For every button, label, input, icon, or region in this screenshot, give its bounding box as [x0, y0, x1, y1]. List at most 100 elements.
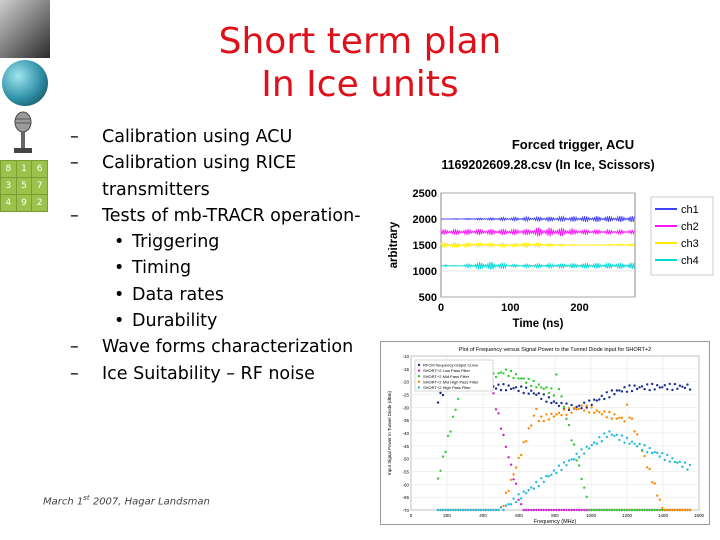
- data-point: [550, 401, 553, 405]
- data-point: [613, 393, 616, 396]
- data-point: [494, 387, 498, 390]
- data-point: [565, 464, 568, 467]
- legend-box: [414, 359, 494, 392]
- y-tick-label: 2000: [413, 214, 437, 226]
- y-tick-label: -70: [402, 508, 409, 513]
- data-point: [638, 442, 641, 446]
- data-point: [593, 398, 596, 401]
- data-point: [651, 382, 654, 386]
- data-point: [560, 508, 563, 512]
- data-point: [520, 385, 523, 388]
- data-point: [653, 482, 656, 485]
- data-point: [610, 433, 614, 436]
- data-point: [509, 369, 513, 373]
- data-point: [507, 384, 510, 387]
- data-point: [570, 411, 573, 414]
- data-point: [600, 394, 603, 398]
- x-tick-label: 800: [551, 513, 559, 518]
- data-point: [507, 503, 510, 506]
- data-point: [436, 508, 440, 512]
- data-point: [492, 508, 495, 512]
- data-point: [502, 383, 505, 386]
- y-tick-label: 2500: [413, 188, 437, 200]
- data-point: [615, 433, 619, 436]
- data-point: [517, 493, 520, 496]
- data-point: [467, 508, 470, 512]
- data-point: [532, 508, 535, 512]
- y-tick-label: -55: [402, 470, 409, 475]
- data-point: [663, 458, 666, 462]
- bullet-item: – Calibration using ACU: [70, 124, 380, 150]
- data-point: [512, 473, 515, 476]
- data-point: [648, 467, 651, 471]
- data-point: [545, 508, 548, 512]
- bullet-item: • Durability: [70, 308, 380, 334]
- data-point: [444, 450, 447, 454]
- y-tick-label: -40: [402, 431, 409, 436]
- data-point: [683, 386, 687, 390]
- data-point: [550, 387, 553, 390]
- data-point: [525, 440, 528, 443]
- data-point: [502, 372, 505, 375]
- data-point: [588, 411, 591, 414]
- data-point: [603, 410, 606, 413]
- data-point: [522, 391, 525, 395]
- data-point: [678, 460, 682, 463]
- data-point: [504, 389, 508, 392]
- data-point: [618, 438, 621, 442]
- data-point: [686, 383, 689, 386]
- data-point: [595, 508, 598, 512]
- data-point: [550, 508, 553, 512]
- data-point: [643, 454, 646, 458]
- data-point: [572, 443, 576, 446]
- data-point: [608, 430, 611, 433]
- data-point: [676, 508, 679, 512]
- data-point: [633, 384, 636, 387]
- y-tick-label: -10: [402, 354, 409, 359]
- data-point: [565, 508, 568, 512]
- frequency-power-chart: Plot of Frequency versus Signal Power to…: [380, 341, 710, 525]
- data-point: [517, 377, 520, 380]
- data-point: [547, 396, 551, 399]
- data-point: [625, 508, 629, 512]
- data-point: [555, 508, 558, 512]
- bullet-dot-icon: •: [114, 284, 125, 305]
- data-point: [492, 392, 495, 395]
- data-point: [550, 473, 553, 476]
- data-point: [567, 423, 571, 427]
- data-point: [542, 508, 545, 512]
- data-point: [640, 448, 644, 452]
- data-point: [610, 417, 614, 420]
- bullet-dot-icon: •: [114, 258, 125, 279]
- data-point: [593, 441, 596, 444]
- bullet-item: – Calibration using RICE transmitters: [70, 150, 380, 203]
- data-point: [577, 508, 581, 512]
- data-point: [499, 506, 503, 509]
- chart1-subtitle: 1169202609.28.csv (In Ice, Scissors): [441, 158, 654, 172]
- data-point: [557, 387, 561, 391]
- data-point: [608, 396, 611, 399]
- data-point: [658, 455, 661, 458]
- x-axis-label: Time (ns): [513, 318, 564, 330]
- data-point: [681, 385, 684, 388]
- data-point: [479, 508, 482, 512]
- data-point: [623, 386, 626, 389]
- data-point: [628, 384, 631, 387]
- data-point: [572, 458, 576, 461]
- data-point: [525, 386, 528, 389]
- grid-cell: 5: [16, 178, 32, 194]
- data-point: [514, 466, 518, 469]
- data-point: [530, 508, 533, 512]
- y-tick-label: 1500: [413, 240, 437, 252]
- grid-cell: 4: [1, 195, 16, 211]
- forced-trigger-chart: Forced trigger, ACU 1169202609.28.csv (I…: [373, 127, 720, 335]
- x-tick-label: 600: [515, 513, 523, 518]
- data-point: [588, 447, 591, 450]
- data-point: [590, 508, 593, 512]
- data-point: [540, 477, 543, 480]
- data-point: [560, 468, 563, 472]
- data-point: [527, 392, 530, 395]
- data-point: [618, 389, 621, 392]
- bullet-item: • Data rates: [70, 282, 380, 308]
